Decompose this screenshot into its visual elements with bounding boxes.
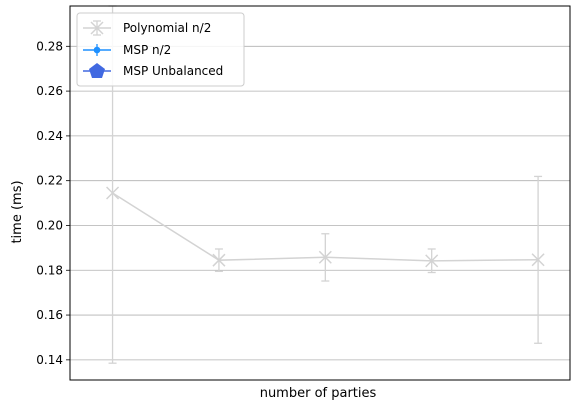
legend-box [76,12,245,87]
y-tick-label: 0.28 [36,39,63,53]
y-gridlines [70,45,570,361]
y-axis-ticks: 0.14 0.16 0.18 0.20 0.22 0.24 0.26 0.28 [36,39,70,367]
legend-label-polynomial: Polynomial n/2 [123,21,211,35]
data-point-x-marker [318,250,332,264]
data-point-x-marker [106,186,120,200]
series-layer [106,5,545,364]
y-tick-label: 0.22 [36,174,63,188]
data-point-x-marker [212,253,226,267]
y-tick-label: 0.14 [36,353,63,367]
y-tick-label: 0.24 [36,129,63,143]
legend-entry-polynomial: Polynomial n/2 [83,20,211,36]
x-axis-label: number of parties [260,386,377,401]
data-point-x-marker [425,254,439,268]
plot-frame [69,5,571,381]
y-tick-label: 0.18 [36,263,63,277]
y-axis-label: time (ms) [10,180,25,243]
legend-circle-marker-icon [93,46,101,54]
data-point-x-marker [531,253,545,267]
legend-entry-msp-unbalanced: MSP Unbalanced [83,63,223,78]
legend: Polynomial n/2 MSP n/2 MSP Unbalanced [76,12,245,87]
legend-entry-msp-n2: MSP n/2 [83,43,171,57]
legend-pentagon-marker-icon [89,63,105,78]
y-tick-label: 0.16 [36,308,63,322]
series-0 [106,5,545,364]
legend-x-marker-icon [90,21,104,35]
y-tick-label: 0.26 [36,84,63,98]
legend-label-msp-n2: MSP n/2 [123,43,171,57]
legend-label-msp-unbalanced: MSP Unbalanced [123,64,223,78]
y-tick-label: 0.20 [36,218,63,232]
